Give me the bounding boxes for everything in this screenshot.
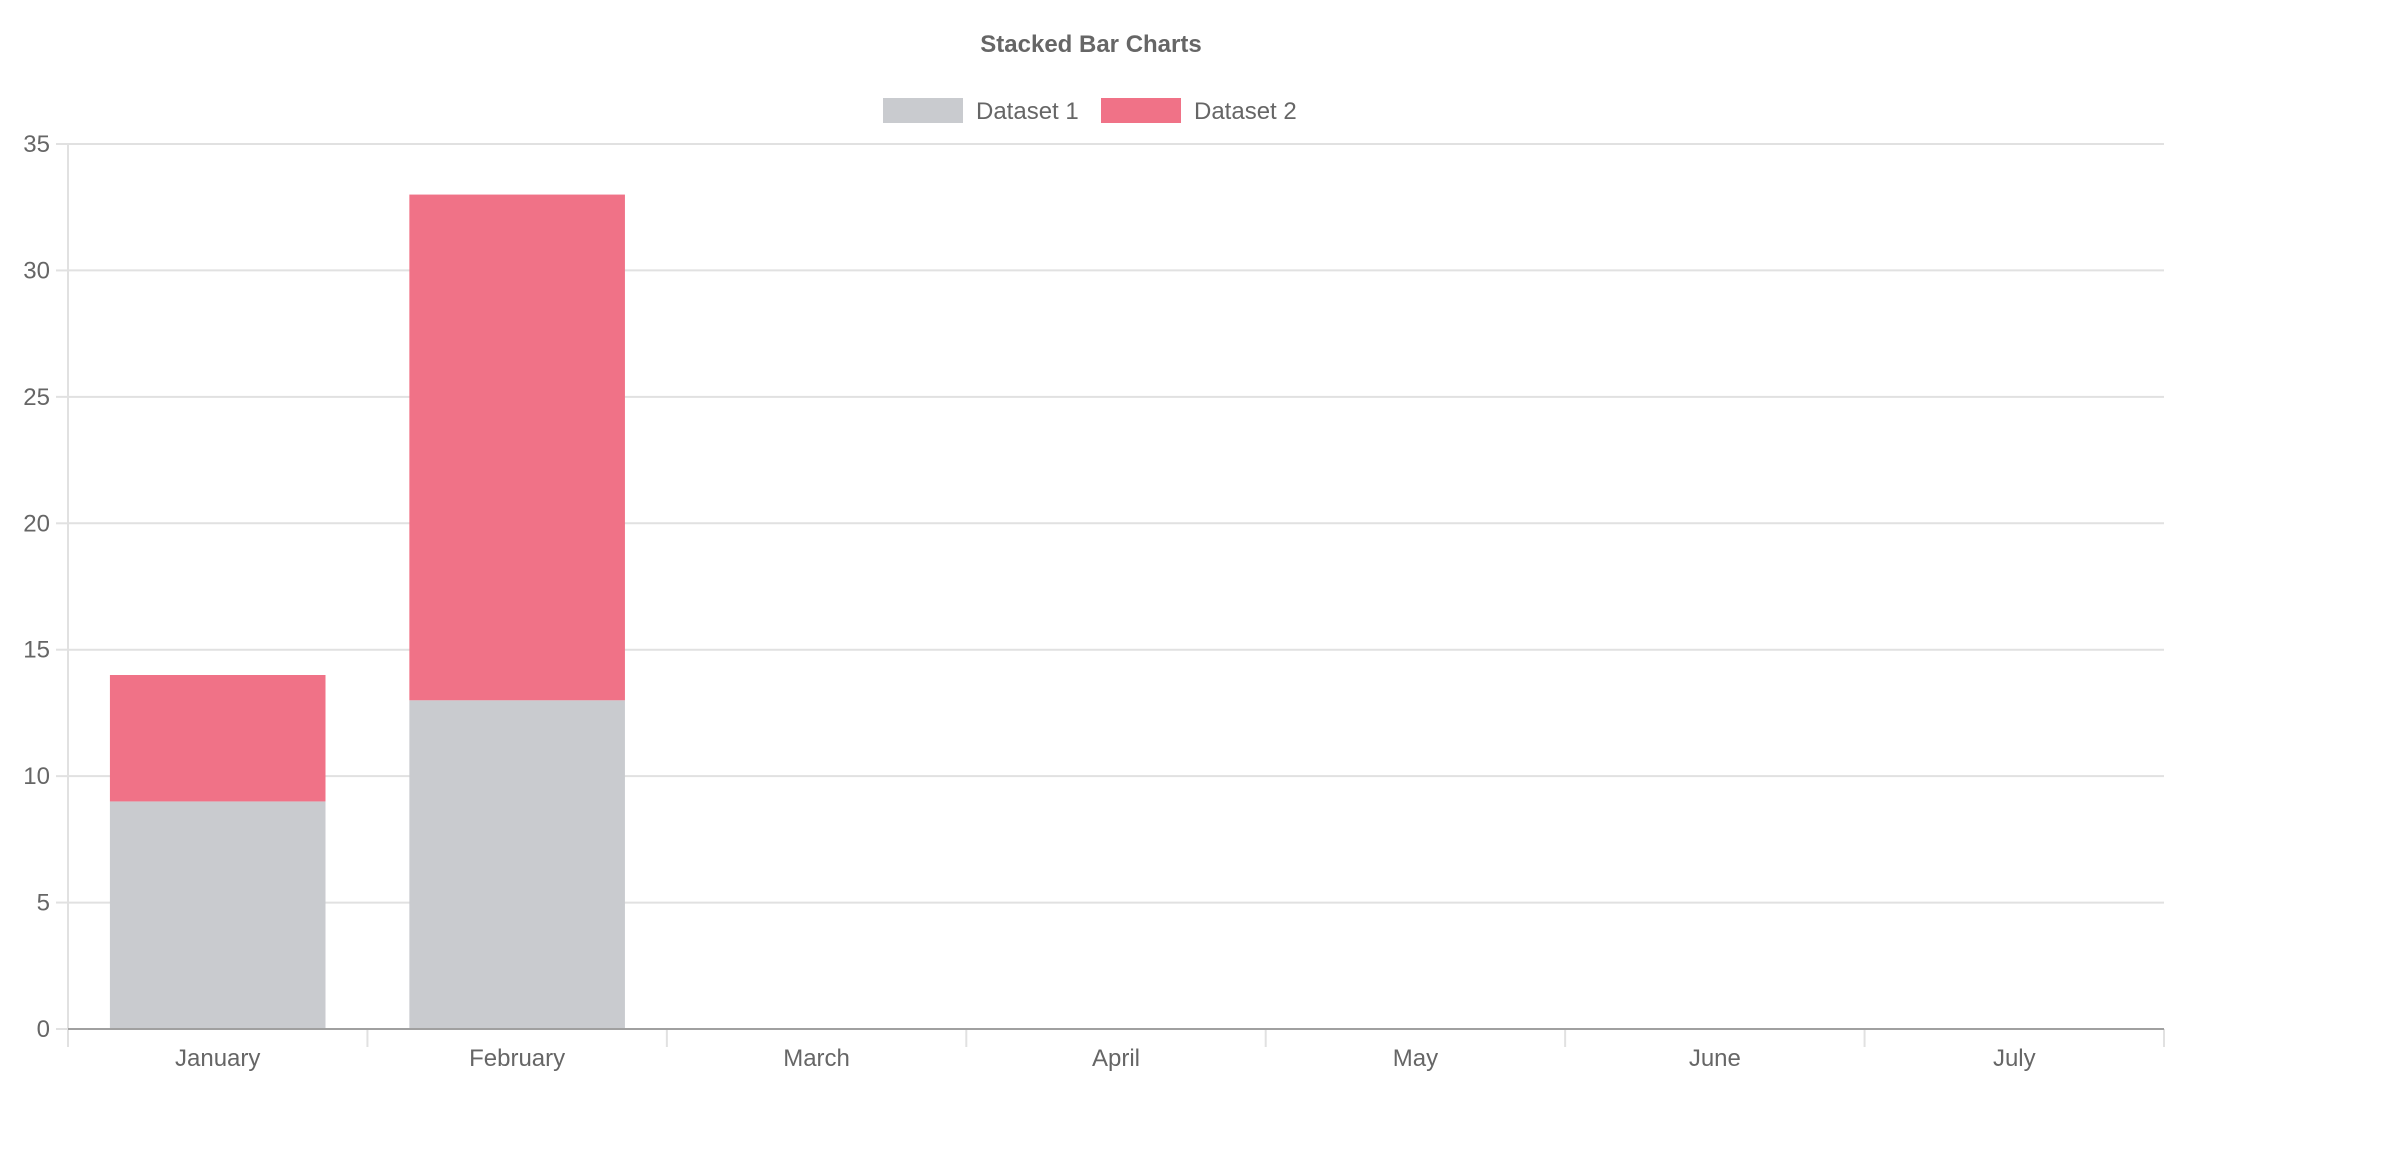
bar-february-dataset-1[interactable] (409, 700, 625, 1029)
legend-item-2[interactable]: Dataset 2 (1101, 98, 1297, 125)
bar-january-dataset-1[interactable] (109, 801, 326, 1029)
x-tick-label-may: May (1393, 1045, 1438, 1072)
y-tick-label-15: 15 (23, 637, 50, 664)
y-tick-label-20: 20 (23, 510, 50, 537)
x-tick-label-july: July (1993, 1045, 2036, 1072)
legend-label-2: Dataset 2 (1194, 98, 1297, 125)
x-axis-ticks: January February March April May June July (175, 1045, 2036, 1072)
y-tick-label-35: 35 (23, 131, 50, 158)
chart-axes (67, 144, 2164, 1047)
y-tick-label-10: 10 (23, 763, 50, 790)
x-tick-label-january: January (175, 1045, 260, 1072)
chart-legend[interactable]: Dataset 1 Dataset 2 (883, 98, 1297, 125)
x-tick-label-march: March (783, 1045, 850, 1072)
legend-label-1: Dataset 1 (976, 98, 1079, 125)
y-tick-label-0: 0 (37, 1016, 50, 1043)
y-axis-ticks: 0 5 10 15 20 25 30 35 (23, 131, 50, 1043)
chart-title: Stacked Bar Charts (980, 31, 1201, 58)
legend-swatch-2 (1101, 98, 1181, 123)
grid-lines (56, 143, 2165, 1047)
x-tick-label-february: February (469, 1045, 565, 1072)
legend-item-1[interactable]: Dataset 1 (883, 98, 1079, 125)
bar-group (109, 194, 625, 1029)
x-tick-label-april: April (1092, 1045, 1140, 1072)
x-tick-label-june: June (1689, 1045, 1741, 1072)
bar-february-dataset-2[interactable] (409, 194, 625, 701)
legend-swatch-1 (883, 98, 963, 123)
bar-january-dataset-2[interactable] (109, 675, 326, 802)
y-tick-label-25: 25 (23, 384, 50, 411)
y-tick-label-5: 5 (37, 890, 50, 917)
y-tick-label-30: 30 (23, 257, 50, 284)
